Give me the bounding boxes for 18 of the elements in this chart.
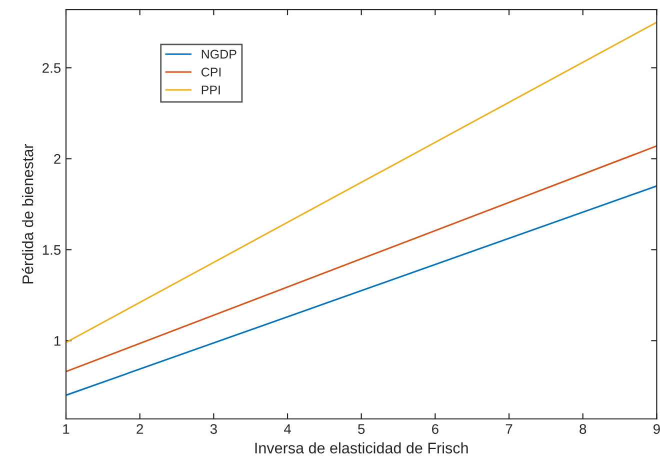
legend-label: PPI bbox=[202, 86, 220, 94]
x-tick-label: 6 bbox=[432, 424, 438, 434]
y-tick-label: 1 bbox=[54, 336, 60, 346]
y-tick-label: 1.5 bbox=[42, 245, 61, 255]
y-axis-title: Pérdida de bienestar bbox=[22, 144, 34, 284]
x-tick-label: 8 bbox=[580, 424, 586, 434]
x-tick-label: 7 bbox=[506, 424, 512, 434]
legend-label: NGDP bbox=[202, 50, 236, 59]
x-tick-label: 5 bbox=[358, 424, 365, 434]
x-tick-label: 9 bbox=[653, 424, 660, 434]
x-tick-label: 1 bbox=[63, 424, 70, 434]
x-axis-title: Inversa de elasticidad de Frisch bbox=[255, 442, 468, 454]
y-tick-label: 2.5 bbox=[42, 63, 61, 73]
x-tick-label: 3 bbox=[210, 424, 217, 434]
x-tick-label: 2 bbox=[136, 424, 144, 434]
x-tick-label: 4 bbox=[284, 424, 291, 434]
y-tick-label: 2 bbox=[54, 154, 60, 164]
legend-label: CPI bbox=[201, 68, 221, 77]
